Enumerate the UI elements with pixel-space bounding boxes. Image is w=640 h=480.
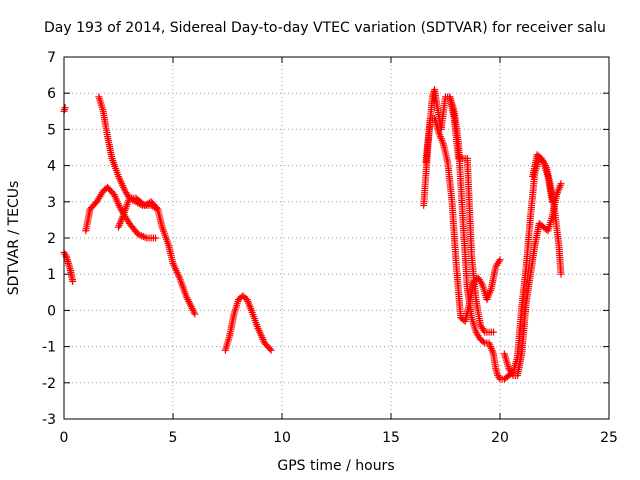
x-tick-label: 5	[169, 430, 178, 446]
y-tick-labels: -3 -2 -1 0 1 2 3 4 5 6 7	[42, 50, 56, 428]
data-point	[152, 234, 160, 242]
data-point	[496, 256, 504, 264]
y-tick-label: 0	[47, 303, 56, 319]
data-point	[479, 338, 487, 346]
data-point	[489, 328, 497, 336]
y-tick-label: -3	[42, 412, 56, 428]
x-tick-label: 10	[273, 430, 291, 446]
data-point	[154, 205, 162, 213]
series-arc-b	[60, 248, 77, 285]
data-point	[267, 346, 275, 354]
data-point	[557, 180, 565, 188]
y-tick-label: 4	[47, 159, 56, 175]
y-tick-label: -1	[42, 340, 56, 356]
y-tick-label: 3	[47, 195, 56, 211]
x-axis-label: GPS time / hours	[277, 458, 394, 474]
y-axis-label: SDTVAR / TECUs	[6, 181, 22, 296]
series-arc-h	[422, 115, 504, 325]
y-tick-label: 2	[47, 231, 56, 247]
x-tick-labels: 0 5 10 15 20 25	[60, 430, 618, 446]
y-tick-label: -2	[42, 376, 56, 392]
plot-frame	[63, 56, 610, 420]
series-arc-e	[115, 194, 162, 231]
data-point	[557, 270, 565, 278]
y-tick-label: 5	[47, 122, 56, 138]
series-arc-i	[446, 93, 497, 336]
data-point	[152, 204, 160, 212]
grid	[64, 57, 609, 419]
y-tick-label: 1	[47, 267, 56, 283]
series-arc-j	[500, 180, 565, 380]
x-tick-label: 20	[491, 430, 509, 446]
x-tick-label: 0	[60, 430, 69, 446]
series-arc-k	[529, 151, 565, 278]
y-tick-label: 6	[47, 86, 56, 102]
series-arc-f	[221, 292, 275, 354]
data-point	[191, 310, 199, 318]
data-point	[61, 104, 69, 112]
data-points	[60, 86, 565, 383]
data-point	[266, 345, 274, 353]
x-tick-label: 15	[382, 430, 400, 446]
chart-title: Day 193 of 2014, Sidereal Day-to-day VTE…	[44, 20, 606, 36]
data-point	[69, 277, 77, 285]
y-tick-label: 7	[47, 50, 56, 66]
series-arc-d	[82, 183, 160, 242]
series-arc-a	[60, 104, 69, 115]
x-tick-label: 25	[600, 430, 618, 446]
